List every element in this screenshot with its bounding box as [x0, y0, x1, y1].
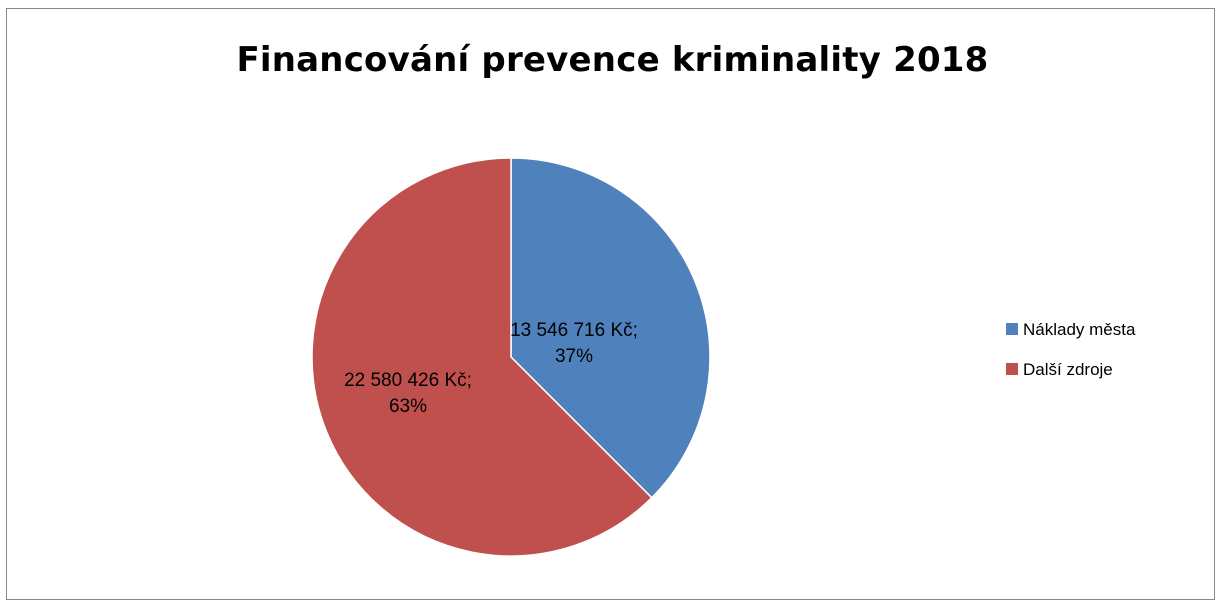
legend-label-dalsi-zdroje: Další zdroje	[1023, 360, 1113, 379]
legend-swatch-dalsi-zdroje	[1006, 363, 1018, 375]
pie-slice-dalsi-zdroje	[311, 157, 653, 557]
legend-label-naklady-mesta: Náklady města	[1023, 320, 1136, 339]
legend-swatch-naklady-mesta	[1006, 323, 1018, 335]
data-label-naklady-mesta: 13 546 716 Kč; 37%	[510, 320, 638, 367]
data-label-dalsi-zdroje: 22 580 426 Kč; 63%	[344, 370, 472, 417]
data-label-percent: 63%	[389, 396, 427, 417]
data-label-value: 13 546 716 Kč;	[510, 320, 638, 341]
chart-title: Financování prevence kriminality 2018	[236, 40, 989, 80]
data-label-percent: 37%	[555, 346, 593, 367]
data-label-value: 22 580 426 Kč;	[344, 370, 472, 391]
pie-slice-naklady-mesta	[510, 157, 711, 499]
